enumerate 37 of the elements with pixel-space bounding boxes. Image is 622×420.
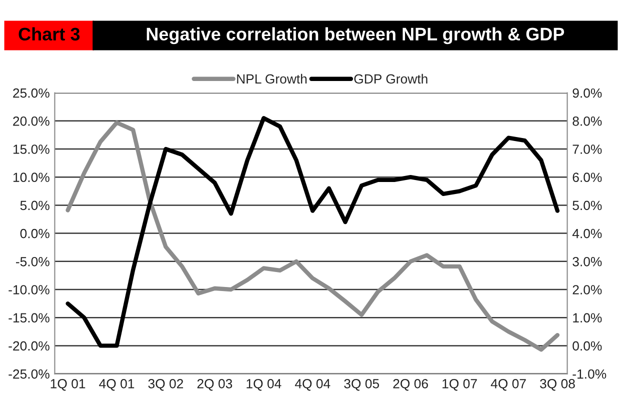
y-tick-label: 0.0% xyxy=(20,228,50,238)
y2-tick-label: 1.0% xyxy=(573,313,602,323)
y-tick-label: -20.0% xyxy=(8,341,50,351)
y2-tick-label: 5.0% xyxy=(572,200,602,210)
y-tick-label: -5.0% xyxy=(16,256,50,266)
legend-label: GDP Growth xyxy=(354,74,428,84)
x-tick-label: 3Q 02 xyxy=(148,379,184,391)
x-tick-label: 4Q 07 xyxy=(490,379,526,391)
y2-tick-label: -1.0% xyxy=(572,369,606,379)
chart-title: Negative correlation between NPL growth & GDP xyxy=(146,27,564,44)
x-tick-label: 2Q 06 xyxy=(393,379,428,391)
y2-tick-label: 4.0% xyxy=(572,228,602,238)
y-tick-label: 10.0% xyxy=(13,172,50,182)
y2-tick-label: 2.0% xyxy=(572,285,602,294)
y2-tick-label: 7.0% xyxy=(572,144,602,154)
y-tick-label: 5.0% xyxy=(20,200,50,210)
y-tick-label: -25.0% xyxy=(8,369,50,379)
x-tick-label: 4Q 01 xyxy=(99,379,134,391)
y2-tick-label: 9.0% xyxy=(572,88,602,98)
x-tick-label: 3Q 05 xyxy=(344,379,380,391)
y2-tick-label: 3.0% xyxy=(572,256,602,266)
y-tick-label: -15.0% xyxy=(8,313,50,323)
y2-tick-label: 6.0% xyxy=(572,172,602,182)
y-tick-label: 20.0% xyxy=(13,116,50,126)
x-tick-label: 1Q 04 xyxy=(246,379,282,391)
y-tick-label: -10.0% xyxy=(8,285,50,294)
x-tick-label: 1Q 07 xyxy=(442,379,477,391)
y2-tick-label: 8.0% xyxy=(572,116,602,126)
legend-label: NPL Growth xyxy=(237,74,307,84)
y-tick-label: 25.0% xyxy=(13,88,50,98)
x-tick-label: 3Q 08 xyxy=(540,379,575,391)
x-tick-label: 4Q 04 xyxy=(294,379,330,391)
x-tick-label: 2Q 03 xyxy=(197,379,232,391)
caption: Chart 3 xyxy=(18,27,80,41)
y2-tick-label: 0.0% xyxy=(572,341,602,351)
x-tick-label: 1Q 01 xyxy=(50,379,86,391)
y-tick-label: 15.0% xyxy=(13,144,50,154)
